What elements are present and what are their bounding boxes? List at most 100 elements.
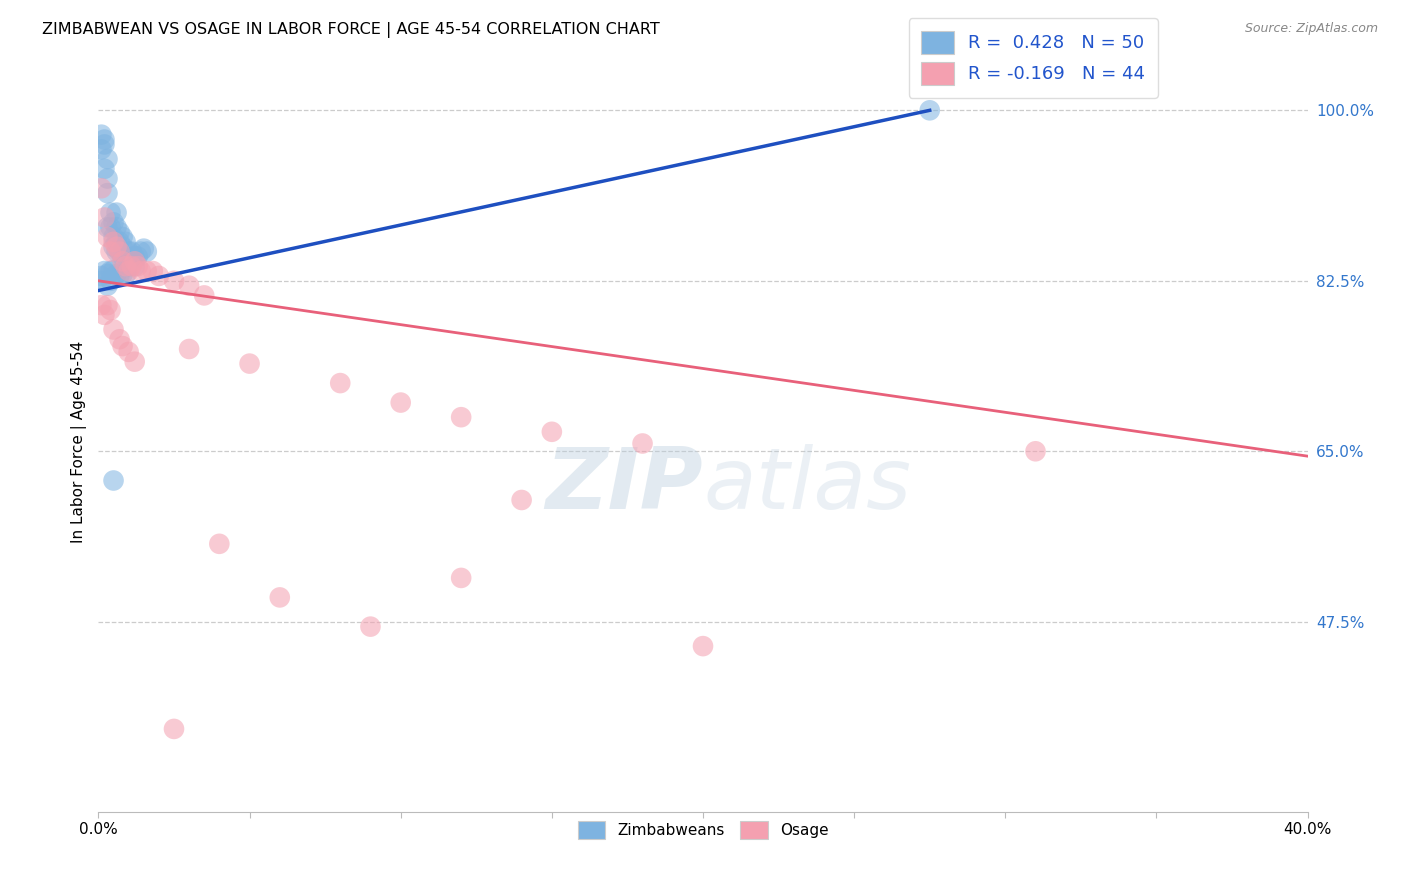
Point bbox=[108, 268, 131, 282]
Point bbox=[918, 103, 941, 118]
Point bbox=[129, 244, 152, 259]
Point bbox=[124, 259, 146, 273]
Point bbox=[100, 244, 122, 259]
Point bbox=[93, 137, 115, 152]
Point bbox=[93, 132, 115, 146]
Point bbox=[108, 332, 131, 346]
Point bbox=[103, 474, 125, 488]
Point bbox=[111, 240, 134, 254]
Point bbox=[135, 244, 157, 259]
Point bbox=[269, 591, 291, 605]
Point bbox=[96, 230, 118, 244]
Text: atlas: atlas bbox=[703, 444, 911, 527]
Point bbox=[93, 161, 115, 176]
Point bbox=[96, 278, 118, 293]
Point bbox=[108, 225, 131, 239]
Point bbox=[111, 267, 134, 281]
Text: ZIP: ZIP bbox=[546, 444, 703, 527]
Point bbox=[96, 298, 118, 312]
Point bbox=[450, 410, 472, 425]
Point bbox=[127, 259, 149, 273]
Point bbox=[163, 722, 186, 736]
Point bbox=[124, 354, 146, 368]
Point bbox=[127, 250, 149, 264]
Point bbox=[148, 268, 170, 283]
Y-axis label: In Labor Force | Age 45-54: In Labor Force | Age 45-54 bbox=[72, 341, 87, 542]
Point bbox=[132, 242, 155, 256]
Point bbox=[118, 259, 141, 273]
Point bbox=[631, 436, 654, 450]
Point bbox=[108, 235, 131, 249]
Point bbox=[103, 230, 125, 244]
Point bbox=[239, 357, 262, 371]
Point bbox=[103, 235, 125, 249]
Point bbox=[114, 259, 136, 273]
Point bbox=[135, 264, 157, 278]
Point bbox=[96, 186, 118, 201]
Point bbox=[124, 250, 146, 264]
Point bbox=[111, 339, 134, 353]
Point bbox=[389, 395, 412, 409]
Point bbox=[100, 303, 122, 318]
Point bbox=[90, 181, 112, 195]
Point bbox=[105, 220, 128, 235]
Point bbox=[96, 152, 118, 166]
Point bbox=[450, 571, 472, 585]
Point bbox=[118, 345, 141, 359]
Point bbox=[105, 267, 128, 281]
Point bbox=[129, 264, 152, 278]
Text: Source: ZipAtlas.com: Source: ZipAtlas.com bbox=[1244, 22, 1378, 36]
Point bbox=[1024, 444, 1046, 458]
Point bbox=[90, 268, 112, 283]
Point bbox=[111, 254, 134, 268]
Point bbox=[118, 244, 141, 259]
Point bbox=[121, 244, 143, 259]
Point bbox=[90, 274, 112, 288]
Point bbox=[114, 268, 136, 282]
Point bbox=[105, 240, 128, 254]
Point bbox=[510, 493, 533, 508]
Point bbox=[93, 264, 115, 278]
Point bbox=[111, 230, 134, 244]
Point bbox=[103, 240, 125, 254]
Point bbox=[111, 250, 134, 264]
Point bbox=[96, 267, 118, 281]
Point bbox=[103, 322, 125, 336]
Point bbox=[193, 288, 215, 302]
Point bbox=[118, 264, 141, 278]
Point bbox=[124, 254, 146, 268]
Point bbox=[105, 244, 128, 259]
Point bbox=[179, 278, 201, 293]
Point bbox=[163, 274, 186, 288]
Point bbox=[114, 250, 136, 264]
Point bbox=[103, 263, 125, 277]
Point bbox=[692, 639, 714, 653]
Point bbox=[121, 254, 143, 268]
Text: ZIMBABWEAN VS OSAGE IN LABOR FORCE | AGE 45-54 CORRELATION CHART: ZIMBABWEAN VS OSAGE IN LABOR FORCE | AGE… bbox=[42, 22, 659, 38]
Point bbox=[329, 376, 352, 390]
Point bbox=[103, 215, 125, 229]
Point bbox=[90, 298, 112, 312]
Point bbox=[100, 264, 122, 278]
Legend: Zimbabweans, Osage: Zimbabweans, Osage bbox=[568, 812, 838, 848]
Point bbox=[96, 220, 118, 235]
Point bbox=[360, 620, 382, 634]
Point bbox=[90, 128, 112, 142]
Point bbox=[93, 308, 115, 322]
Point bbox=[108, 244, 131, 259]
Point bbox=[208, 537, 231, 551]
Point bbox=[100, 274, 122, 288]
Point bbox=[100, 205, 122, 219]
Point bbox=[90, 142, 112, 156]
Point bbox=[540, 425, 562, 439]
Point bbox=[93, 211, 115, 225]
Point bbox=[121, 259, 143, 273]
Point bbox=[100, 220, 122, 235]
Point bbox=[108, 244, 131, 259]
Point bbox=[105, 205, 128, 219]
Point bbox=[114, 235, 136, 249]
Point bbox=[105, 235, 128, 249]
Point bbox=[179, 342, 201, 356]
Point bbox=[142, 264, 165, 278]
Point bbox=[96, 171, 118, 186]
